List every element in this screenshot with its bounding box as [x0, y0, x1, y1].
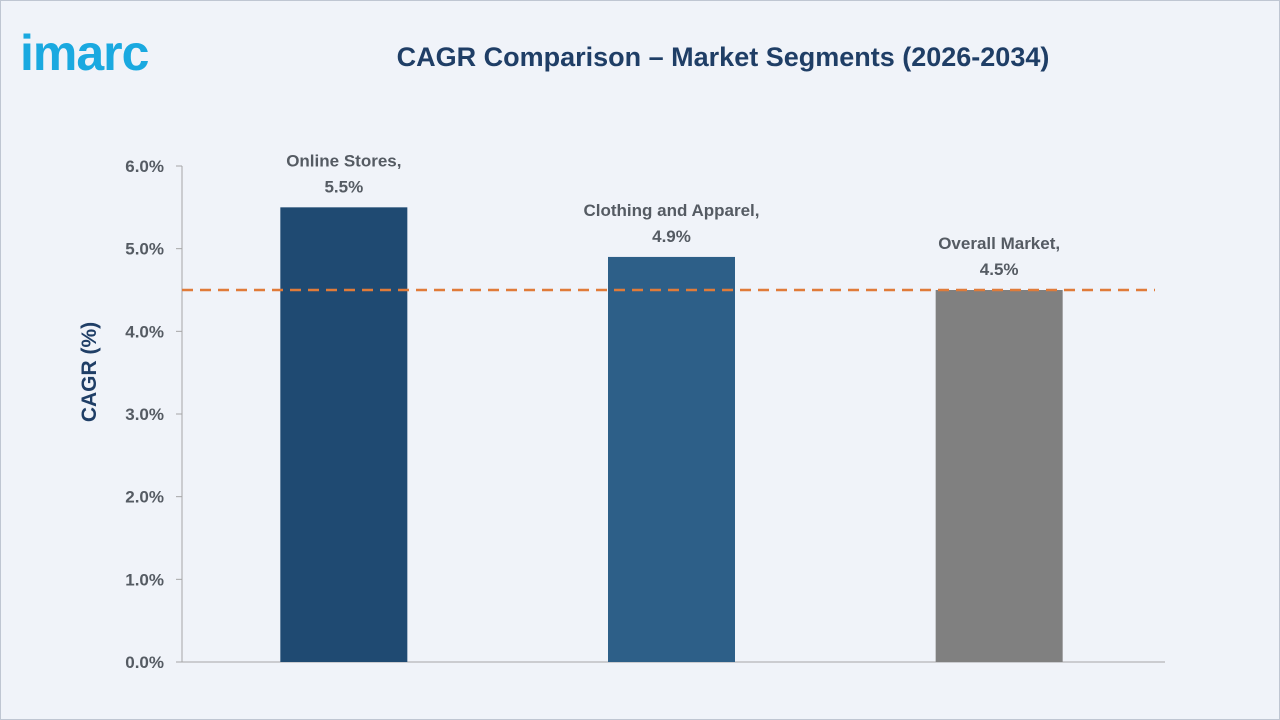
data-label: Clothing and Apparel, [584, 201, 760, 220]
bars [280, 207, 1063, 663]
y-tick-label: 4.0% [125, 322, 164, 341]
y-tick-label: 1.0% [125, 570, 164, 589]
chart-title: CAGR Comparison – Market Segments (2026-… [396, 42, 1050, 72]
data-label: 5.5% [324, 177, 363, 196]
data-labels: Online Stores, 5.5% Clothing and Apparel, 4… [286, 151, 1060, 279]
y-tick-label: 5.0% [125, 240, 164, 259]
data-label: 4.5% [980, 260, 1019, 279]
axes: 0.0% 1.0% 2.0% 3.0% 4.0% 5.0% 6.0% [125, 157, 1165, 672]
imarc-logo: imarc [20, 25, 149, 81]
bar-3 [935, 290, 1063, 662]
bar-1 [280, 207, 408, 663]
y-tick-label: 6.0% [125, 157, 164, 176]
y-tick-label: 0.0% [125, 653, 164, 672]
data-label: Online Stores, [286, 151, 401, 170]
y-tick-label: 3.0% [125, 405, 164, 424]
data-label: 4.9% [652, 227, 691, 246]
data-label: Overall Market, [938, 234, 1060, 253]
bar-2 [608, 256, 735, 662]
y-tick-label: 2.0% [125, 488, 164, 507]
y-axis-label: CAGR (%) [78, 322, 101, 422]
